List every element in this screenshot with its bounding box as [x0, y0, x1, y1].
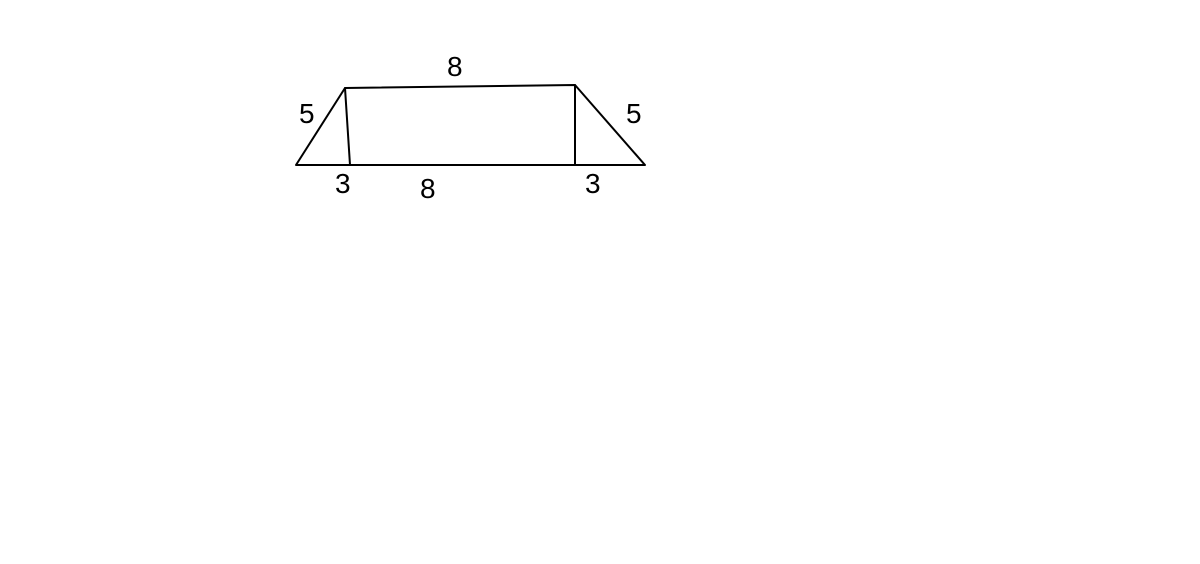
label-top: 8: [447, 53, 463, 81]
label-bottom-left: 3: [335, 170, 351, 198]
label-left-side: 5: [299, 100, 315, 128]
label-right-side: 5: [626, 100, 642, 128]
label-bottom-right: 3: [585, 170, 601, 198]
label-bottom-mid: 8: [420, 175, 436, 203]
trapezoid-diagram: 8 5 5 3 8 3: [0, 0, 1200, 564]
trapezoid-shape: [0, 0, 1200, 564]
